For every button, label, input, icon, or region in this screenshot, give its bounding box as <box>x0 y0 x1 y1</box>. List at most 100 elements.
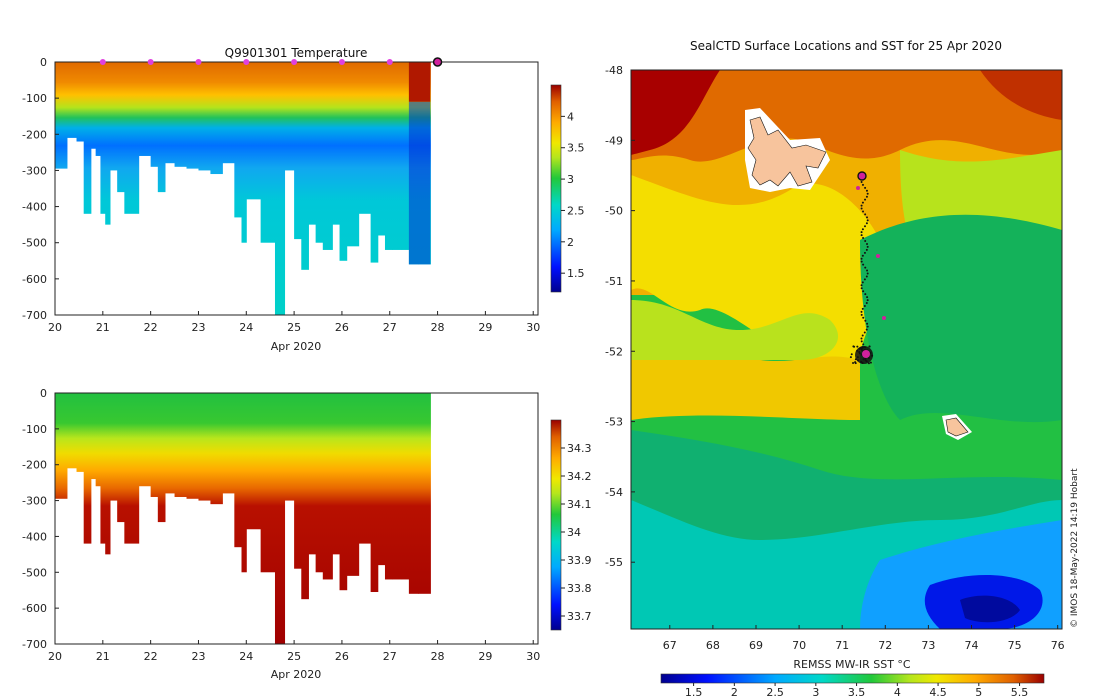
profile-column <box>308 62 317 225</box>
salinity-plot-frame <box>54 392 539 645</box>
lon-tick-label: 72 <box>878 639 892 652</box>
track-point <box>861 201 864 204</box>
profile-column <box>260 393 276 573</box>
lon-tick-label: 71 <box>835 639 849 652</box>
track-point <box>860 257 863 260</box>
track-point <box>862 210 865 213</box>
track-point <box>865 222 868 225</box>
x-tick-label: 30 <box>526 321 540 334</box>
track-point <box>854 361 857 364</box>
x-tick-label: 29 <box>478 321 492 334</box>
y-tick-label: -500 <box>22 566 47 579</box>
track-point <box>868 345 871 348</box>
warm-surface-overlay <box>408 62 431 102</box>
track-point <box>852 345 855 348</box>
credit-text: © IMOS 18-May-2022 14:19 Hobart <box>1070 468 1080 628</box>
track-point <box>866 269 869 272</box>
profile-column <box>222 393 235 494</box>
track-point <box>860 234 863 237</box>
lat-tick-label: -48 <box>605 64 623 77</box>
salinity-profiles <box>55 393 431 644</box>
salinity-y-axis: 0 -100 -200 -300 -400 -500 -600 -700 <box>22 387 59 651</box>
sst-yellowgreen-west <box>631 300 839 360</box>
profile-column <box>105 393 111 555</box>
y-tick-label: -200 <box>22 128 47 141</box>
profile-column <box>174 62 188 167</box>
profile-column <box>105 62 111 225</box>
temperature-colorbar <box>550 84 562 293</box>
profile-column <box>234 393 243 548</box>
profile-column <box>346 393 360 576</box>
profile-column <box>322 62 333 250</box>
profile-column <box>408 393 419 594</box>
track-point <box>860 287 863 290</box>
track-point <box>866 245 869 248</box>
profile-column <box>109 62 118 171</box>
x-tick-label: 26 <box>335 321 349 334</box>
profile-column <box>332 393 341 555</box>
profile-column <box>100 393 106 544</box>
colorbar-tick-label: 2.5 <box>567 204 585 217</box>
x-tick-label: 24 <box>239 650 253 663</box>
track-point <box>864 240 867 243</box>
lat-tick-label: -52 <box>605 345 623 358</box>
track-point <box>849 356 852 359</box>
x-tick-label: 21 <box>96 321 110 334</box>
track-point <box>852 362 855 365</box>
profile-column <box>83 393 92 544</box>
track-point <box>860 180 863 183</box>
sst-max-northeast <box>980 70 1062 120</box>
y-tick-label: 0 <box>40 387 47 400</box>
profile-column <box>157 62 166 193</box>
y-tick-label: -400 <box>22 530 47 543</box>
profile-column <box>284 62 295 171</box>
map-lon-axis: 67 68 69 70 71 72 73 74 75 76 <box>663 625 1065 652</box>
lat-tick-label: -55 <box>605 556 623 569</box>
profile-column <box>384 62 393 250</box>
profile-column <box>210 62 223 175</box>
track-point <box>860 284 863 287</box>
profile-column <box>186 393 199 499</box>
profile-column <box>284 393 295 501</box>
profile-column <box>384 393 393 580</box>
profile-column <box>301 62 309 270</box>
profile-column <box>90 62 97 149</box>
ctd-current-position <box>857 171 867 181</box>
ctd-point <box>856 186 860 190</box>
x-tick-label: 20 <box>48 321 62 334</box>
colorbar-tick-label: 33.7 <box>567 610 592 623</box>
profile-column <box>95 62 101 156</box>
profile-column <box>124 393 140 544</box>
salinity-colorbar <box>550 419 562 631</box>
track-point <box>865 216 868 219</box>
y-tick-label: -400 <box>22 201 47 214</box>
temperature-y-axis: 0 -100 -200 -300 -400 -500 -600 -700 <box>22 56 59 322</box>
temperature-profile-markers <box>99 57 443 67</box>
profile-column <box>346 62 360 247</box>
ctd-point <box>882 316 886 320</box>
profile-column <box>164 62 176 164</box>
track-point <box>861 254 864 257</box>
lon-tick-label: 76 <box>1051 639 1065 652</box>
sst-colorbar-tick-label: 2 <box>731 686 738 699</box>
sst-colorbar-tick-label: 4.5 <box>929 686 947 699</box>
colorbar-tick-label: 34.3 <box>567 442 592 455</box>
x-tick-label: 25 <box>287 650 301 663</box>
track-point <box>862 290 865 293</box>
track-point <box>866 325 869 328</box>
sst-colorbar-tick-label: 3 <box>812 686 819 699</box>
salinity-x-label: Apr 2020 <box>271 668 322 681</box>
track-point <box>856 345 859 348</box>
track-point <box>864 213 867 216</box>
track-point <box>865 189 868 192</box>
track-point <box>863 278 866 281</box>
profile-column <box>66 62 78 138</box>
colorbar-tick-label: 34 <box>567 526 581 539</box>
profile-column <box>308 393 317 555</box>
sst-yellow-tongue <box>631 175 886 360</box>
ctd-point <box>876 254 880 258</box>
x-tick-label: 22 <box>144 650 158 663</box>
profile-column <box>358 393 372 544</box>
sst-colorbar <box>660 673 1045 684</box>
profile-column <box>109 393 118 501</box>
